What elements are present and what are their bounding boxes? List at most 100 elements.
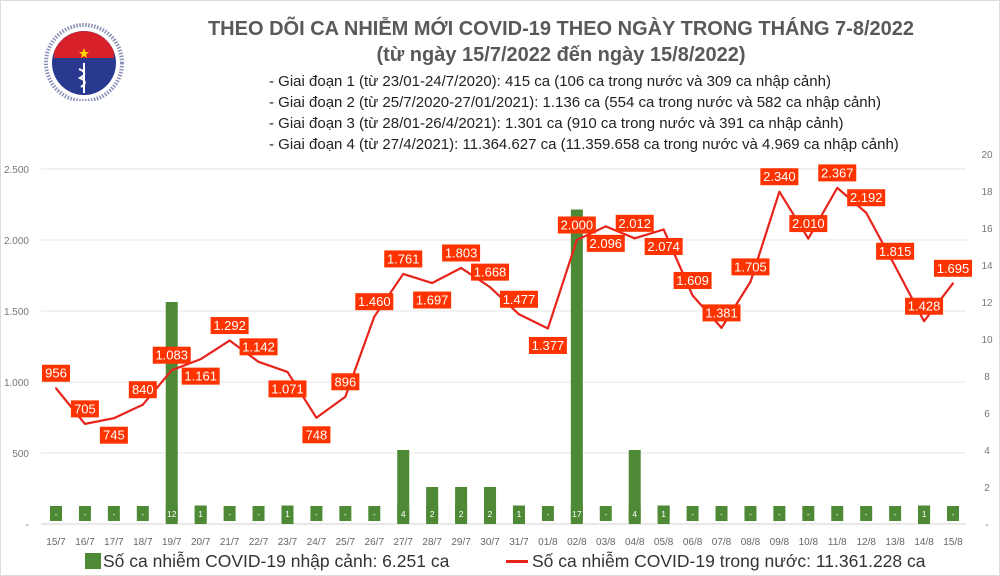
bar-imported <box>628 450 641 524</box>
right-axis-tick: 8 <box>984 372 990 383</box>
bar-label-box <box>541 506 554 521</box>
line-point <box>778 190 781 193</box>
chart-subtitle: (từ ngày 15/7/2022 đến ngày 15/8/2022) <box>376 44 746 66</box>
line-point <box>460 266 463 269</box>
line-label-box <box>615 214 654 232</box>
bar-data-label: - <box>952 509 955 519</box>
line-point <box>865 211 868 214</box>
x-axis-tick: 08/8 <box>741 537 761 548</box>
line-data-label: 1.477 <box>503 292 536 307</box>
x-axis-tick: 17/7 <box>104 537 124 548</box>
line-data-label: 2.012 <box>618 216 651 231</box>
line-label-box <box>331 373 360 391</box>
right-axis-tick: 16 <box>981 224 993 235</box>
bar-data-label: - <box>257 509 260 519</box>
line-label-box <box>499 290 538 308</box>
bar-data-label: 1 <box>198 509 203 519</box>
bar-label-box <box>397 506 410 521</box>
stage-1-summary: - Giai đoạn 1 (từ 23/01-24/7/2020): 415 … <box>269 73 831 90</box>
ministry-of-health-logo <box>44 23 124 101</box>
line-label-box <box>128 381 157 399</box>
bar-label-box <box>889 506 902 521</box>
line-data-label: 1.142 <box>242 339 275 354</box>
bar-label-box <box>223 506 236 521</box>
bar-data-label: - <box>344 509 347 519</box>
line-point <box>228 339 231 342</box>
right-axis-tick: 12 <box>981 298 993 309</box>
line-data-label: 2.010 <box>792 216 825 231</box>
line-data-label: 1.668 <box>474 265 507 280</box>
line-data-label: 1.377 <box>532 338 565 353</box>
line-point <box>170 369 173 372</box>
x-axis-tick: 21/7 <box>220 537 240 548</box>
line-label-box <box>302 426 331 444</box>
line-point <box>575 239 578 241</box>
line-label-box <box>70 400 99 418</box>
x-axis-tick: 27/7 <box>393 537 413 548</box>
bar-imported <box>397 450 410 524</box>
legend-bar-swatch <box>85 553 101 569</box>
bar-data-label: - <box>836 509 839 519</box>
line-label-box <box>789 215 828 233</box>
line-label-box <box>268 380 307 398</box>
line-label-box <box>557 216 596 234</box>
x-axis-tick: 26/7 <box>365 537 385 548</box>
bar-data-label: - <box>228 509 231 519</box>
line-data-label: 745 <box>103 428 125 443</box>
right-axis-tick: 14 <box>981 261 993 272</box>
bar-data-label: - <box>691 509 694 519</box>
bar-data-label: - <box>749 509 752 519</box>
bar-label-box <box>107 506 120 521</box>
line-label-box <box>181 367 220 385</box>
line-label-box <box>355 293 394 311</box>
line-point <box>604 225 607 228</box>
bar-data-label: 12 <box>167 509 177 519</box>
line-data-label: 1.609 <box>676 273 709 288</box>
x-axis-tick: 31/7 <box>509 537 529 548</box>
bar-data-label: - <box>546 509 549 519</box>
x-axis-tick: 02/8 <box>567 537 587 548</box>
bar-label-box <box>78 506 91 521</box>
x-axis-tick: 29/7 <box>451 537 471 548</box>
right-axis-tick: 18 <box>981 187 993 198</box>
line-point <box>691 294 694 297</box>
right-axis-tick: - <box>985 520 988 531</box>
line-point <box>55 387 57 390</box>
x-axis-tick: 05/8 <box>654 537 674 548</box>
legend-label-domestic: Số ca nhiễm COVID-19 trong nước: 11.361.… <box>532 551 926 571</box>
x-axis-tick: 11/8 <box>828 537 847 548</box>
right-axis-tick: 6 <box>984 409 990 420</box>
bar-data-label: 2 <box>459 509 464 519</box>
line-data-label: 748 <box>306 427 328 442</box>
line-label-box <box>471 263 510 281</box>
x-axis-tick: 07/8 <box>712 537 732 548</box>
line-label-box <box>644 237 683 255</box>
x-axis-tick: 15/7 <box>46 537 66 548</box>
bar-data-label: 1 <box>922 509 927 519</box>
bar-label-box <box>831 506 844 521</box>
bar-data-label: - <box>141 509 144 519</box>
bar-data-label: - <box>807 509 810 519</box>
line-data-label: 1.292 <box>213 318 246 333</box>
line-point <box>315 416 318 419</box>
line-point <box>836 186 839 189</box>
line-point <box>431 282 434 285</box>
line-point <box>141 403 144 406</box>
line-data-label: 705 <box>74 401 96 416</box>
line-data-label: 840 <box>132 382 154 397</box>
line-point <box>720 326 723 329</box>
left-axis-tick: 1.000 <box>4 378 29 389</box>
line-point <box>546 327 549 330</box>
x-axis-tick: 16/7 <box>75 537 95 548</box>
left-axis-tick: 2.000 <box>4 236 29 247</box>
line-label-box <box>99 426 128 444</box>
line-point <box>199 358 202 361</box>
bar-label-box <box>947 506 959 521</box>
line-data-label: 1.803 <box>445 245 478 260</box>
line-point <box>807 237 810 240</box>
line-label-box <box>528 336 567 354</box>
line-data-label: 1.761 <box>387 251 420 266</box>
line-data-label: 2.074 <box>647 239 680 254</box>
bar-data-label: - <box>84 509 87 519</box>
line-data-label: 956 <box>45 366 67 381</box>
